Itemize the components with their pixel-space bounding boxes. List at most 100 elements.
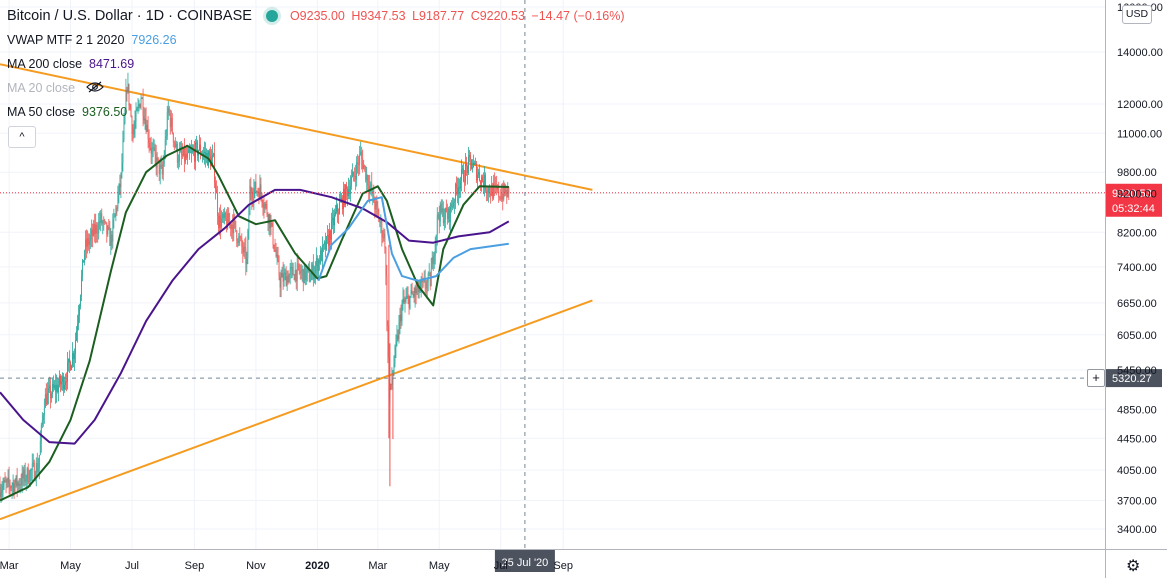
candle-body xyxy=(449,203,451,223)
candle-body xyxy=(190,152,191,154)
candle-body xyxy=(110,234,112,246)
add-alert-button[interactable]: + xyxy=(1087,369,1105,387)
candle-body xyxy=(152,147,154,149)
ma-200-close-line xyxy=(0,188,510,445)
candle-body xyxy=(172,132,174,142)
candle-body xyxy=(408,296,410,309)
indicator-label: MA 50 close xyxy=(7,105,76,119)
candle-body xyxy=(188,149,189,153)
candle-body xyxy=(31,463,33,471)
candle-body xyxy=(439,203,441,222)
candle-body xyxy=(226,219,228,229)
candle-body xyxy=(349,189,351,195)
candle-body xyxy=(306,268,308,272)
grid xyxy=(0,0,1105,549)
candle-body xyxy=(303,265,305,284)
candle-body xyxy=(59,375,60,386)
candle-body xyxy=(482,176,483,182)
chart-legend: Bitcoin / U.S. Dollar · 1D · COINBASE O92… xyxy=(7,4,628,124)
candle-body xyxy=(266,204,268,215)
candle-body xyxy=(252,198,254,200)
candle-body xyxy=(309,280,311,282)
candle-body xyxy=(431,256,433,269)
candle-body xyxy=(32,462,34,464)
candle-body xyxy=(322,244,323,261)
candle-body xyxy=(286,276,288,287)
candle-body xyxy=(133,128,135,134)
candle-body xyxy=(346,185,347,189)
candle-body xyxy=(233,216,235,234)
candle-body xyxy=(87,238,89,247)
candle-body xyxy=(301,269,303,272)
candle-body xyxy=(41,420,43,425)
candle-body xyxy=(490,193,492,196)
candle-body xyxy=(459,186,460,189)
candle-body xyxy=(393,364,395,373)
candle-body xyxy=(21,472,23,486)
candle-body xyxy=(467,166,468,173)
candle-body xyxy=(391,378,393,385)
candle-body xyxy=(14,483,16,493)
candle-body xyxy=(345,185,346,205)
candle-body xyxy=(257,191,259,193)
candle-body xyxy=(203,153,204,155)
candle-body xyxy=(330,230,331,240)
candle-body xyxy=(368,185,370,192)
candle-body xyxy=(170,117,172,128)
candle-body xyxy=(339,202,340,214)
candle-body xyxy=(480,180,481,185)
candle-body xyxy=(462,168,463,170)
indicator-ma200[interactable]: MA 200 close 8471.69 xyxy=(7,52,628,76)
candle-body xyxy=(117,195,119,209)
candle-body xyxy=(493,183,495,199)
candle-body xyxy=(407,295,409,297)
candle-body xyxy=(10,487,12,488)
y-tick-label: 9200.00 xyxy=(1117,189,1157,201)
candle-body xyxy=(3,480,5,486)
candle-body xyxy=(454,183,456,202)
candle-body xyxy=(63,376,64,390)
x-tick-label: Sep xyxy=(553,560,573,572)
candle-body xyxy=(157,157,159,160)
candle-body xyxy=(432,256,434,264)
collapse-legend-button[interactable]: ^ xyxy=(8,126,36,148)
candle-body xyxy=(219,215,221,229)
candle-body xyxy=(240,237,242,239)
currency-button[interactable]: USD xyxy=(1122,5,1152,24)
candle-body xyxy=(16,475,18,486)
candle-body xyxy=(225,212,227,220)
candle-body xyxy=(8,477,10,484)
candle-body xyxy=(185,153,187,158)
indicator-ma50[interactable]: MA 50 close 9376.50 xyxy=(7,100,628,124)
candle-body xyxy=(99,221,101,224)
candle-body xyxy=(344,188,345,205)
countdown-label: 05:32:44 xyxy=(1112,203,1155,215)
candle-body xyxy=(372,190,374,194)
indicator-vwap[interactable]: VWAP MTF 2 1 2020 7926.26 xyxy=(7,28,628,52)
gear-icon[interactable]: ⚙ xyxy=(1126,558,1141,575)
candle-body xyxy=(193,150,194,152)
candle-body xyxy=(213,153,214,156)
candle-body xyxy=(491,184,493,196)
indicator-ma20[interactable]: MA 20 close xyxy=(7,76,628,100)
candle-body xyxy=(186,152,188,158)
candle-body xyxy=(11,485,13,488)
y-tick-label: 6650.00 xyxy=(1117,298,1157,310)
candle-body xyxy=(265,203,267,205)
candle-body xyxy=(466,163,467,167)
candle-body xyxy=(69,358,70,363)
eye-hidden-icon[interactable] xyxy=(85,81,104,93)
candle-body xyxy=(310,272,312,281)
candle-body xyxy=(2,485,4,490)
candle-body xyxy=(250,186,252,194)
candle-body xyxy=(92,229,94,236)
candle-body xyxy=(415,287,417,294)
symbol-title[interactable]: Bitcoin / U.S. Dollar · 1D · COINBASE xyxy=(7,8,252,24)
candle-body xyxy=(171,117,173,133)
candle-body xyxy=(13,482,15,493)
candle-body xyxy=(35,463,37,478)
vwap-mtf-2-1-2020-line xyxy=(317,196,509,282)
candle-body xyxy=(352,171,354,178)
